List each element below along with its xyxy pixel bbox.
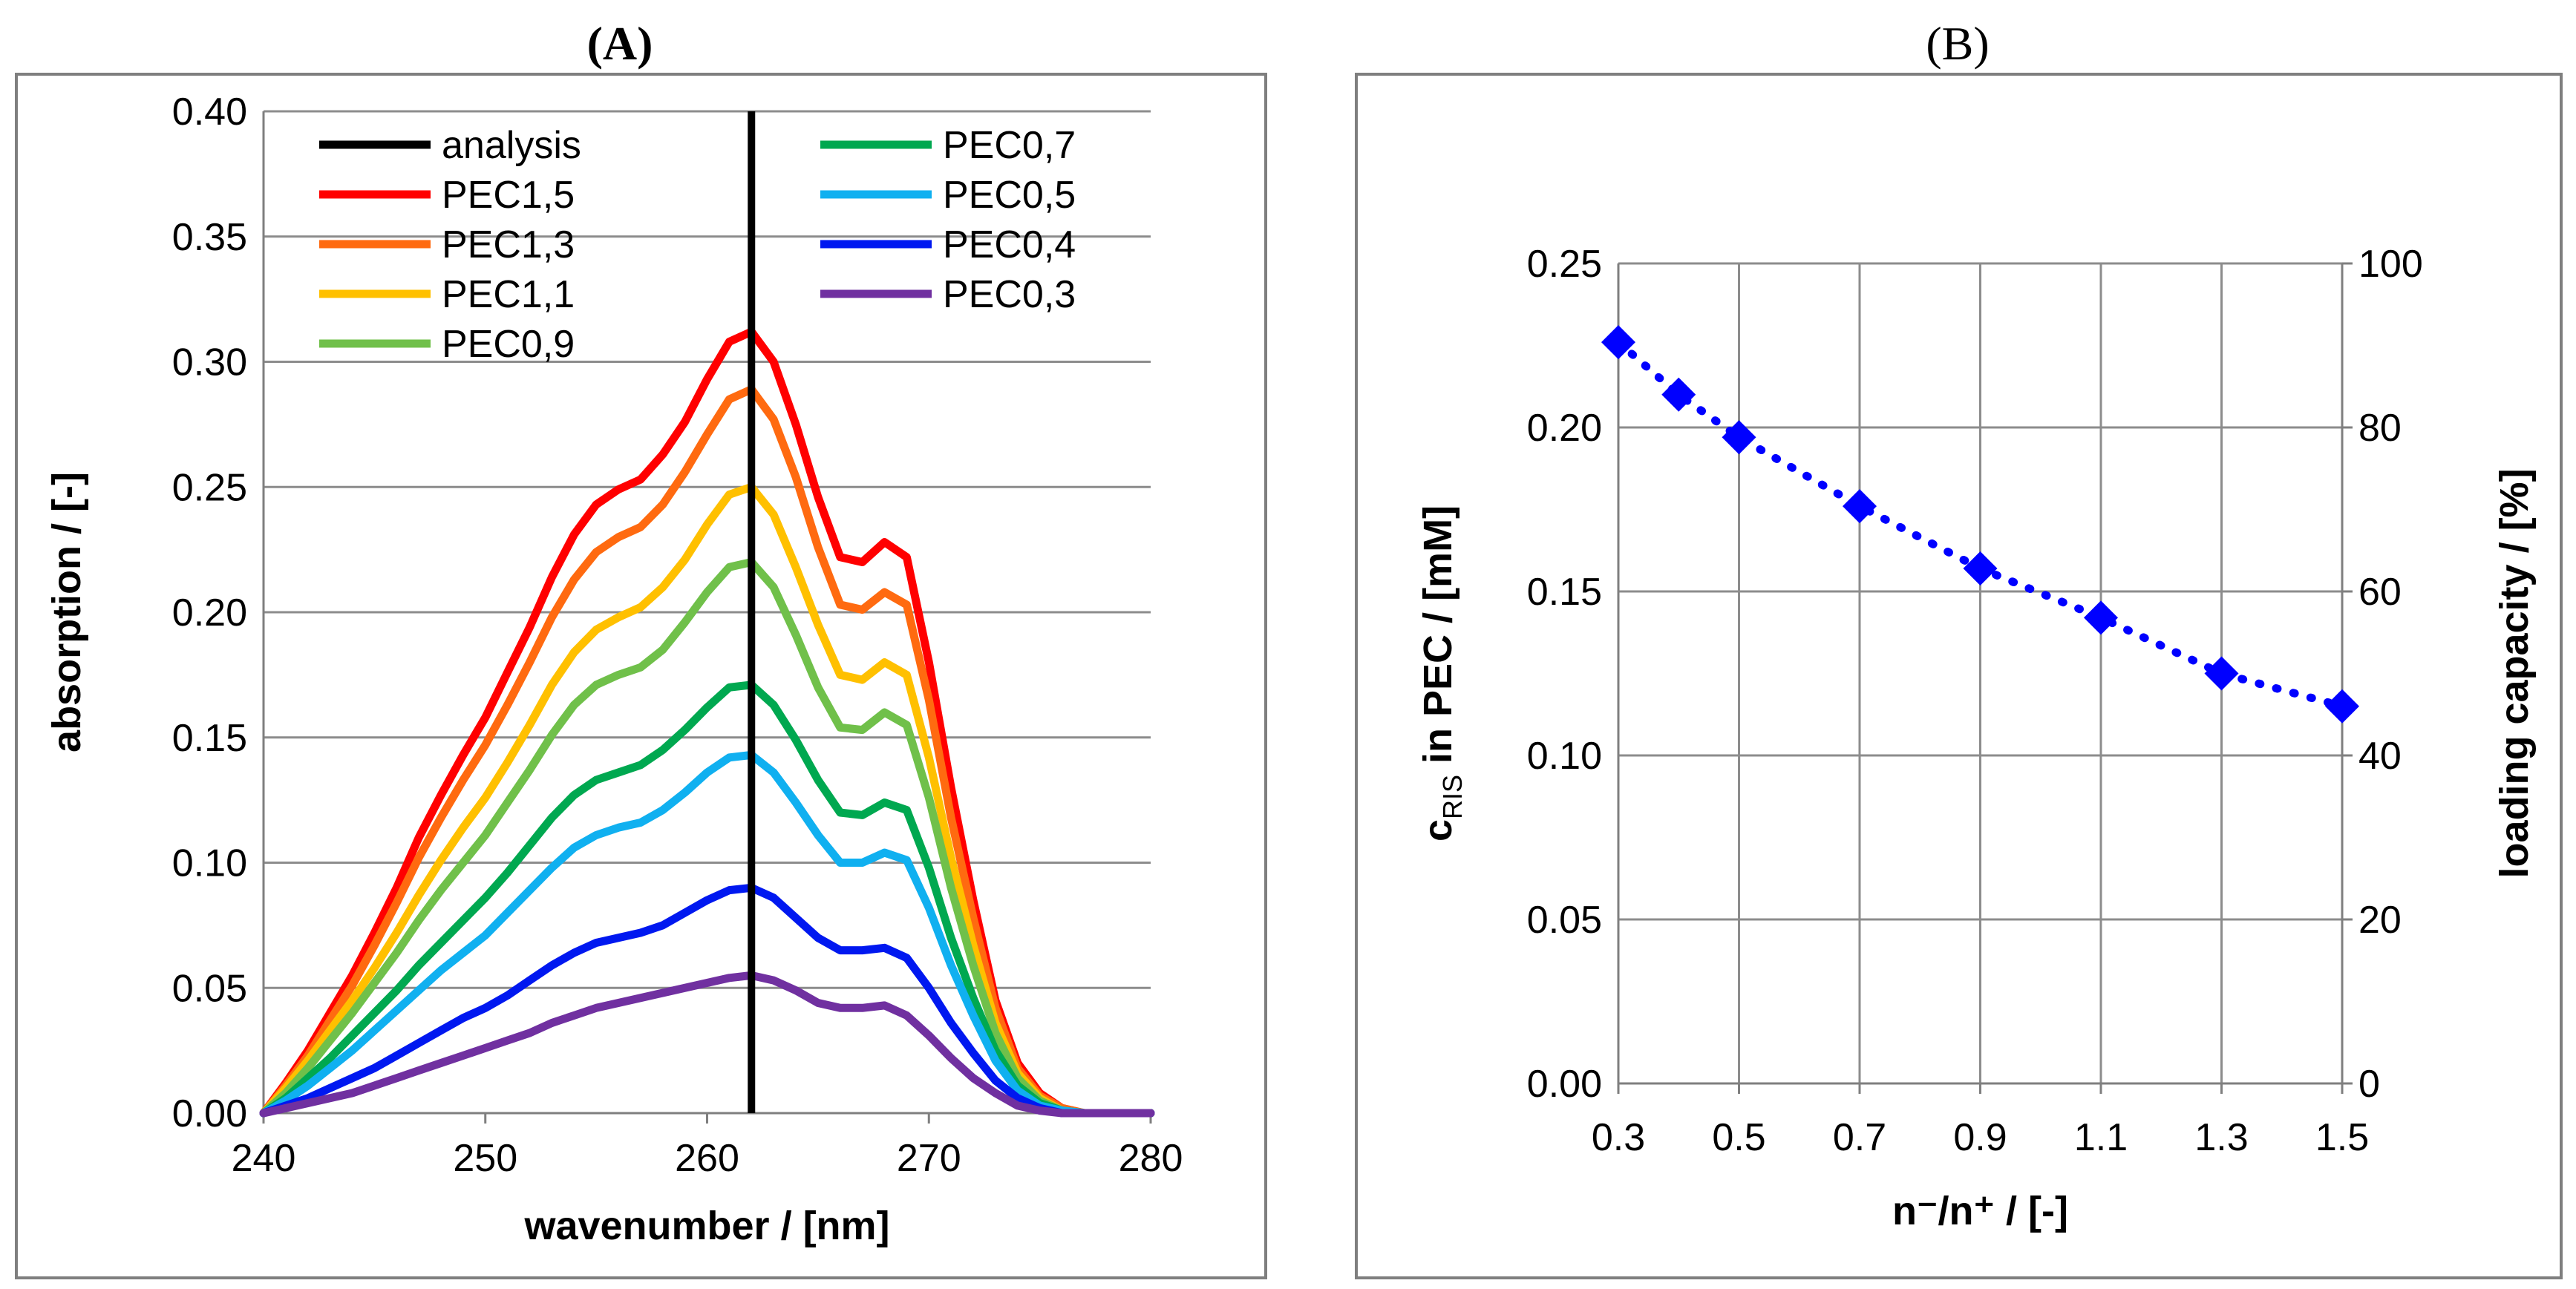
panel-a-plot: 0.00 0.05 0.10 0.15 0.20 0.25 0.30 0.35 0.40 240 2… — [45, 91, 1183, 1248]
panel-b-title: (B) — [1926, 17, 1989, 70]
data-point — [2084, 600, 2118, 635]
y-tick-label: 0.05 — [1527, 899, 1602, 942]
series-line — [259, 750, 1155, 1118]
data-point — [1601, 325, 1635, 360]
y-tick-label: 0.00 — [172, 1092, 247, 1135]
x-tick-label: 270 — [897, 1137, 961, 1180]
panel-a-frame — [15, 73, 1267, 1279]
legend-label: analysis — [442, 124, 581, 167]
y-tick-label: 0.10 — [1527, 735, 1602, 778]
y-axis-title: cRIS in PEC / [mM] — [1416, 505, 1468, 842]
y-tick-label: 0.25 — [1527, 243, 1602, 286]
y-tick-label: 0.20 — [1527, 407, 1602, 450]
x-tick-label: 240 — [232, 1137, 296, 1180]
series-line — [259, 385, 1155, 1118]
data-point — [1661, 377, 1696, 412]
legend-label: PEC0,7 — [943, 124, 1076, 167]
y-tick-label: 0.40 — [172, 91, 247, 134]
y2-tick-label: 100 — [2358, 243, 2423, 286]
x-tick-label: 1.3 — [2194, 1116, 2248, 1159]
y-axis-title: absorption / [-] — [45, 472, 89, 752]
x-tick-label: 280 — [1119, 1137, 1183, 1180]
x-tick-label: 0.7 — [1833, 1116, 1886, 1159]
y2-axis-title: loading capacity / [%] — [2492, 468, 2537, 878]
x-axis-title: wavenumber / [nm] — [523, 1204, 889, 1248]
y-tick-label: 0.15 — [1527, 571, 1602, 614]
series-line — [259, 558, 1155, 1118]
y-tick-label: 0.15 — [172, 717, 247, 760]
y-axis-title-c: c — [1416, 819, 1460, 842]
series-line — [259, 971, 1155, 1118]
x-tick-label: 1.1 — [2074, 1116, 2128, 1159]
legend-label: PEC0,4 — [943, 223, 1076, 266]
y-axis-title-rest: in PEC / [mM] — [1416, 505, 1460, 775]
data-point — [1843, 489, 1877, 524]
y-tick-label: 0.20 — [172, 591, 247, 634]
trendline — [1614, 338, 2347, 711]
y-tick-label: 0.10 — [172, 842, 247, 885]
x-tick-label: 1.5 — [2315, 1116, 2369, 1159]
legend-label: PEC1,1 — [442, 273, 575, 316]
legend-label: PEC0,3 — [943, 273, 1076, 316]
x-tick-label: 0.9 — [1953, 1116, 2007, 1159]
x-tick-label: 260 — [675, 1137, 739, 1180]
data-point — [2204, 656, 2239, 691]
y2-tick-label: 80 — [2358, 407, 2402, 450]
legend-label: PEC1,3 — [442, 223, 575, 266]
y-tick-label: 0.00 — [1527, 1063, 1602, 1106]
legend-label: PEC1,5 — [442, 174, 575, 217]
data-point — [1722, 420, 1756, 455]
data-point — [1963, 551, 1998, 586]
y2-tick-label: 20 — [2358, 899, 2402, 942]
y2-tick-label: 60 — [2358, 571, 2402, 614]
panel-a-title: (A) — [587, 17, 653, 70]
x-tick-label: 250 — [453, 1137, 517, 1180]
y2-tick-label: 40 — [2358, 735, 2402, 778]
x-tick-label: 0.3 — [1592, 1116, 1645, 1159]
y2-tick-label: 0 — [2358, 1063, 2380, 1106]
panel-b-plot: 0.00 0.05 0.10 0.15 0.20 0.25 0 20 40 60 80 100 0.3 0… — [1416, 243, 2537, 1233]
x-axis-title: n⁻/n⁺ / [-] — [1892, 1189, 2068, 1233]
y-tick-label: 0.35 — [172, 216, 247, 259]
data-point — [2325, 689, 2359, 724]
y-tick-label: 0.30 — [172, 341, 247, 384]
y-tick-label: 0.25 — [172, 466, 247, 509]
panel-b-frame — [1355, 73, 2563, 1279]
legend-label: PEC0,5 — [943, 174, 1076, 217]
y-axis-title-sub: RIS — [1437, 775, 1468, 819]
series-line — [259, 883, 1155, 1118]
legend-label: PEC0,9 — [442, 323, 575, 366]
y-tick-label: 0.05 — [172, 967, 247, 1010]
x-tick-label: 0.5 — [1712, 1116, 1765, 1159]
series-line — [259, 680, 1155, 1118]
